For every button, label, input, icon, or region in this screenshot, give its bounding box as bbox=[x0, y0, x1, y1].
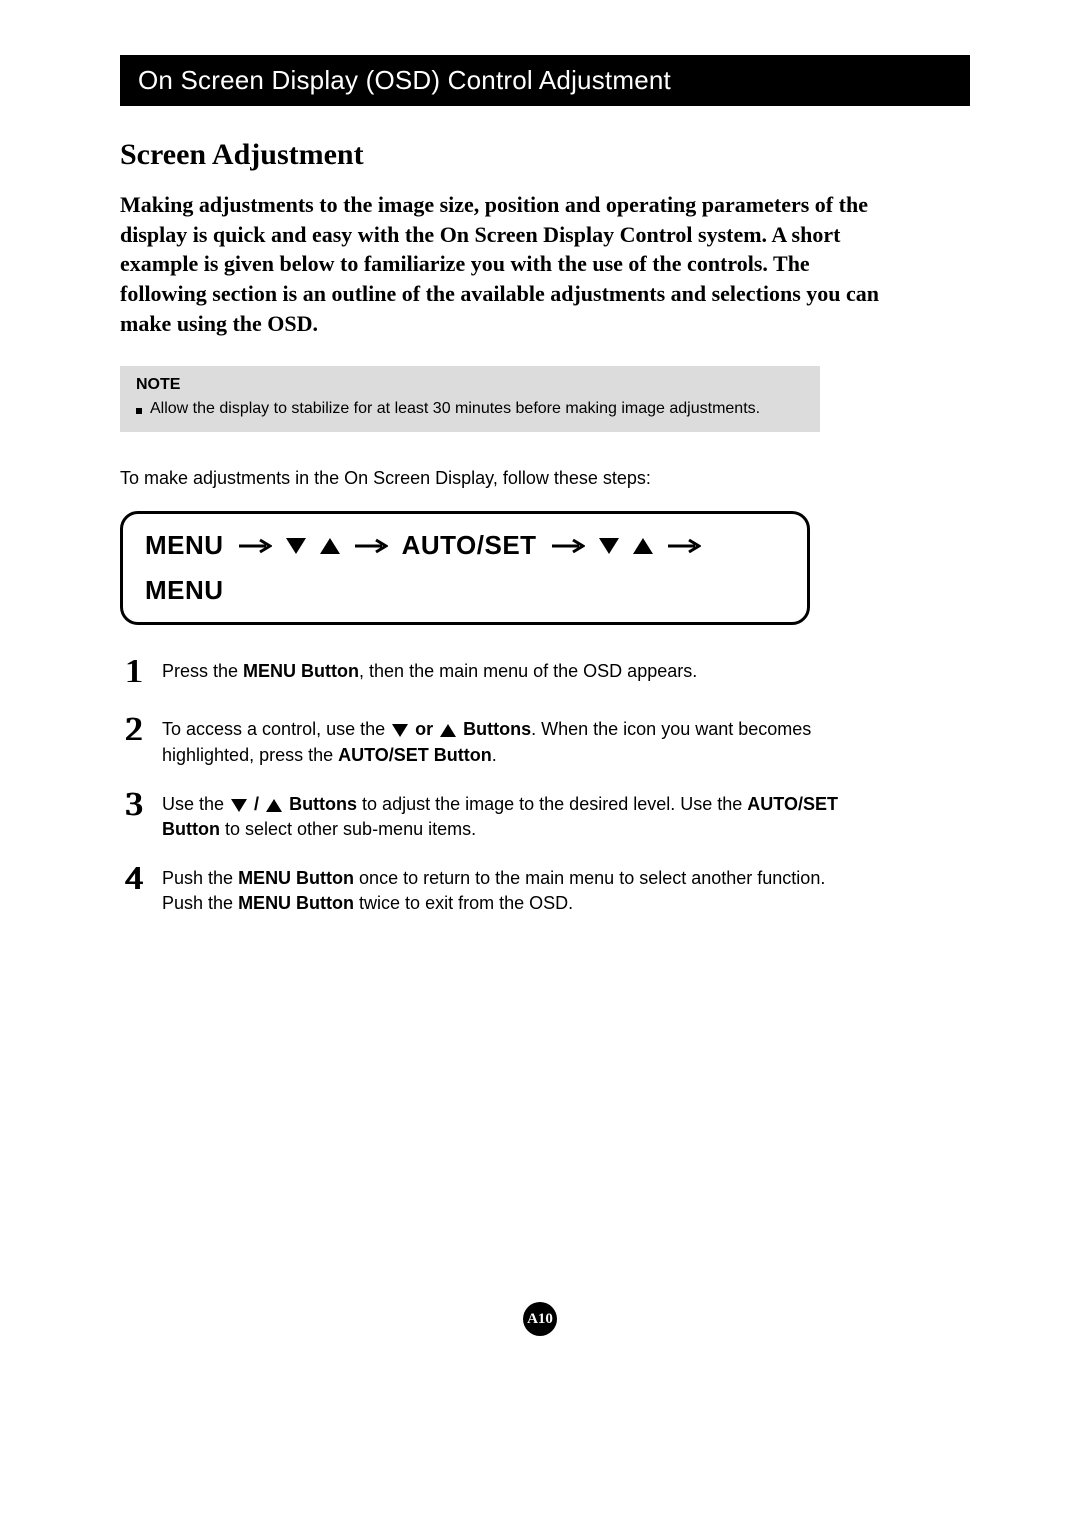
page-number-badge: A10 bbox=[523, 1302, 557, 1336]
seq-autoset: AUTO/SET bbox=[402, 530, 537, 561]
t-bold: Buttons bbox=[284, 794, 357, 814]
step-4: 4 Push the MENU Button once to return to… bbox=[120, 866, 840, 916]
triangle-up-icon bbox=[440, 721, 456, 741]
step-1: 1 Press the MENU Button, then the main m… bbox=[120, 659, 840, 693]
bullet-icon bbox=[136, 408, 142, 414]
step-text: To access a control, use the or Buttons.… bbox=[162, 717, 840, 767]
t-bold: MENU Button bbox=[243, 661, 359, 681]
t-bold: MENU Button bbox=[238, 893, 354, 913]
t: , then the main menu of the OSD appears. bbox=[359, 661, 697, 681]
step-text: Use the / Buttons to adjust the image to… bbox=[162, 792, 840, 842]
t-bold: MENU Button bbox=[238, 868, 354, 888]
arrow-right-icon bbox=[667, 538, 701, 554]
t: Use the bbox=[162, 794, 229, 814]
sequence-box: MENU AUTO/SET MENU bbox=[120, 511, 810, 625]
step-text: Press the MENU Button, then the main men… bbox=[162, 659, 697, 684]
triangle-down-icon bbox=[286, 538, 306, 554]
arrow-right-icon bbox=[551, 538, 585, 554]
t-bold: Buttons bbox=[458, 719, 531, 739]
section-heading: Screen Adjustment bbox=[120, 138, 970, 172]
triangle-up-icon bbox=[320, 538, 340, 554]
seq-menu-2: MENU bbox=[145, 575, 224, 606]
manual-page: On Screen Display (OSD) Control Adjustme… bbox=[0, 0, 1080, 917]
triangle-up-icon bbox=[633, 538, 653, 554]
step-3: 3 Use the / Buttons to adjust the image … bbox=[120, 792, 840, 842]
note-line: Allow the display to stabilize for at le… bbox=[136, 400, 804, 418]
t-bold: AUTO/SET Button bbox=[338, 745, 492, 765]
triangle-down-icon bbox=[599, 538, 619, 554]
title-bar: On Screen Display (OSD) Control Adjustme… bbox=[120, 55, 970, 106]
t: . bbox=[492, 745, 497, 765]
t: Push the bbox=[162, 868, 238, 888]
triangle-down-icon bbox=[231, 796, 247, 816]
note-box: NOTE Allow the display to stabilize for … bbox=[120, 366, 820, 432]
triangle-up-icon bbox=[266, 796, 282, 816]
step-number: 2 bbox=[120, 713, 148, 747]
t: to select other sub-menu items. bbox=[220, 819, 476, 839]
step-2: 2 To access a control, use the or Button… bbox=[120, 717, 840, 767]
t: To access a control, use the bbox=[162, 719, 390, 739]
step-text: Push the MENU Button once to return to t… bbox=[162, 866, 840, 916]
t: to adjust the image to the desired level… bbox=[357, 794, 747, 814]
triangle-down-icon bbox=[392, 721, 408, 741]
step-number: 1 bbox=[120, 655, 148, 689]
intro-paragraph: Making adjustments to the image size, po… bbox=[120, 190, 900, 338]
note-label: NOTE bbox=[136, 376, 804, 394]
t: Press the bbox=[162, 661, 243, 681]
arrow-right-icon bbox=[238, 538, 272, 554]
steps-list: 1 Press the MENU Button, then the main m… bbox=[120, 659, 840, 916]
lead-sentence: To make adjustments in the On Screen Dis… bbox=[120, 468, 970, 489]
t: twice to exit from the OSD. bbox=[354, 893, 573, 913]
arrow-right-icon bbox=[354, 538, 388, 554]
t-bold: or bbox=[410, 719, 438, 739]
note-text: Allow the display to stabilize for at le… bbox=[150, 400, 760, 418]
t-bold: / bbox=[249, 794, 264, 814]
step-number: 3 bbox=[120, 788, 148, 822]
step-number: 4 bbox=[120, 862, 148, 896]
seq-menu-1: MENU bbox=[145, 530, 224, 561]
